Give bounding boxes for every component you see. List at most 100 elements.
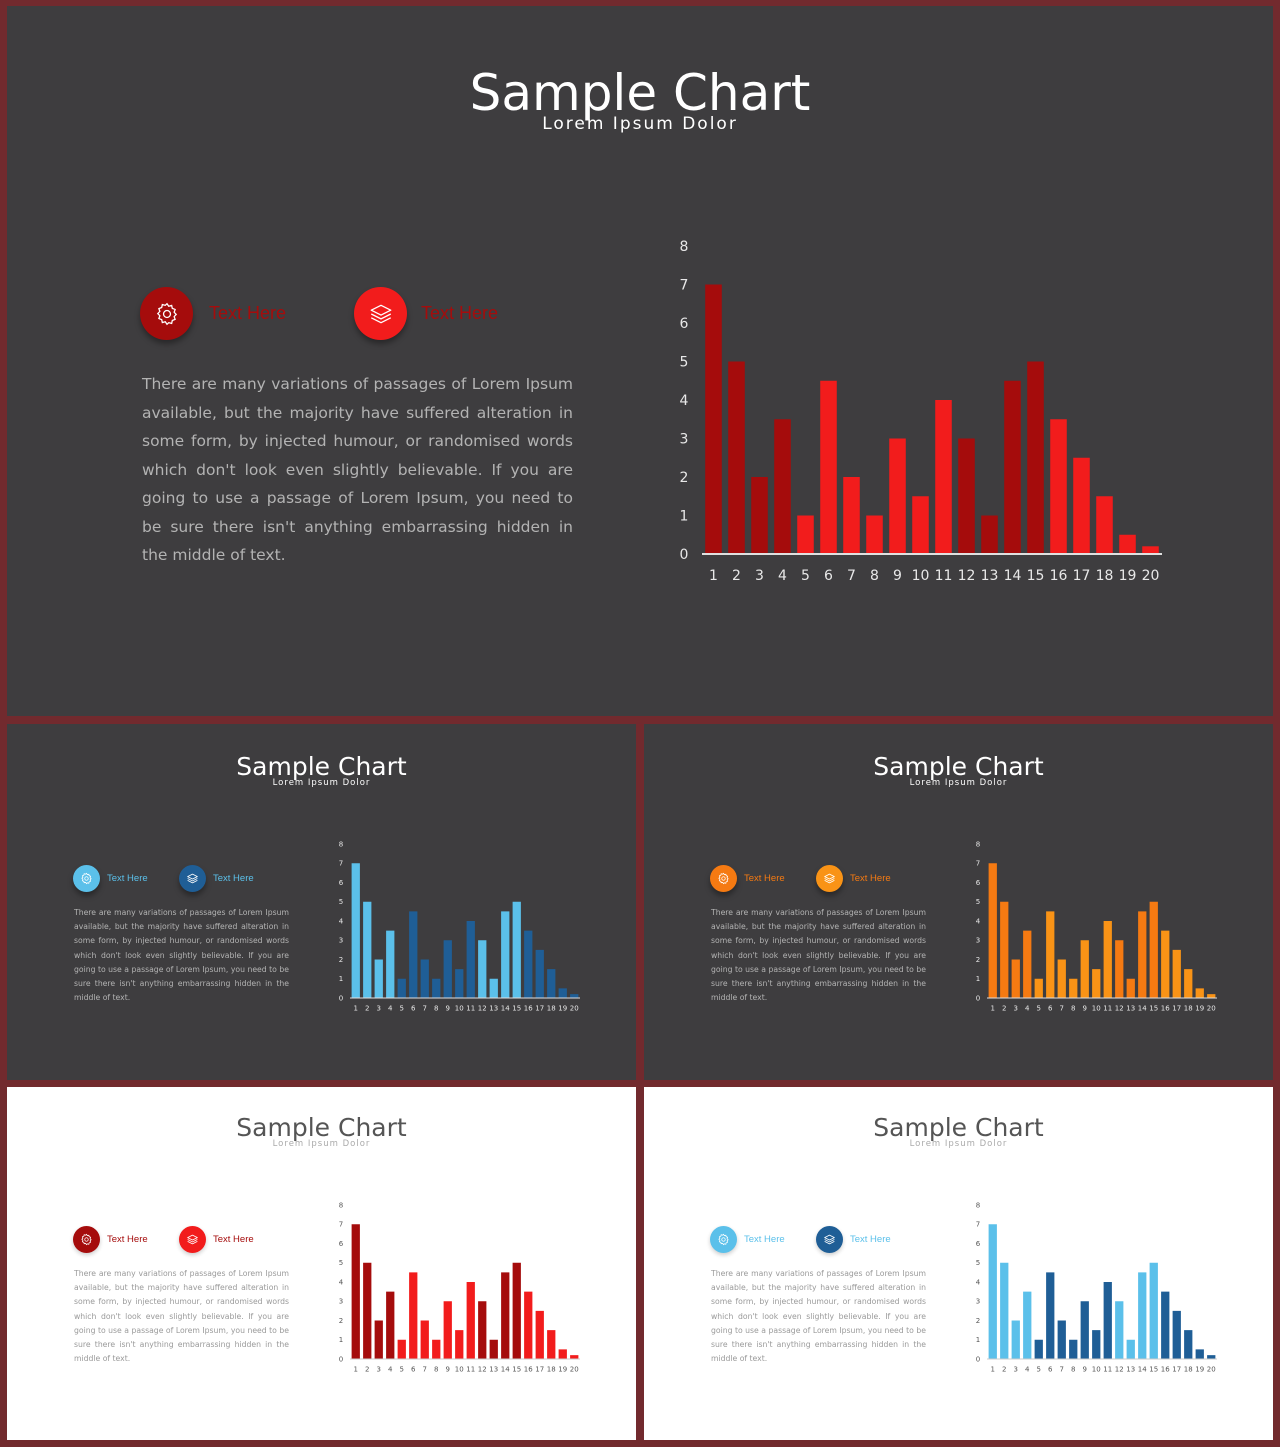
bar: [1103, 921, 1112, 998]
bar: [889, 438, 906, 554]
x-tick-label: 13: [489, 1004, 498, 1012]
bar: [1115, 1301, 1124, 1359]
y-tick-label: 7: [680, 277, 689, 293]
bar: [1138, 911, 1147, 998]
x-tick-label: 1: [709, 568, 718, 584]
bar: [1195, 988, 1204, 998]
gear-icon: [718, 1233, 729, 1246]
x-tick-label: 4: [778, 568, 787, 584]
x-tick-label: 10: [1092, 1004, 1101, 1012]
y-tick-label: 4: [339, 1278, 344, 1286]
y-tick-label: 6: [680, 316, 689, 332]
bar: [397, 1339, 406, 1359]
bar: [466, 1282, 475, 1359]
x-tick-label: 4: [1025, 1365, 1030, 1373]
x-tick-label: 19: [1195, 1004, 1204, 1012]
bar: [1000, 901, 1009, 998]
bar: [1034, 978, 1043, 998]
gear-icon: [156, 302, 177, 325]
x-tick-label: 9: [893, 568, 902, 584]
x-tick-label: 3: [377, 1365, 381, 1373]
bar: [1184, 969, 1193, 998]
y-tick-label: 6: [339, 1240, 344, 1248]
layers-icon: [824, 873, 835, 884]
x-tick-label: 19: [558, 1365, 567, 1373]
x-tick-label: 14: [1138, 1365, 1147, 1373]
bar: [524, 1291, 533, 1359]
layers-icon-circle: [816, 1226, 843, 1253]
y-tick-label: 4: [976, 1278, 981, 1286]
x-tick-label: 1: [354, 1004, 358, 1012]
x-tick-label: 15: [1149, 1365, 1158, 1373]
x-tick-label: 19: [1195, 1365, 1204, 1373]
feature-label: Text Here: [213, 1234, 254, 1245]
x-tick-label: 10: [1092, 1365, 1101, 1373]
bar: [1119, 534, 1136, 554]
x-tick-label: 5: [400, 1004, 404, 1012]
y-tick-label: 6: [976, 1240, 981, 1248]
x-tick-label: 18: [547, 1365, 556, 1373]
feature-layers[interactable]: Text Here: [816, 1226, 891, 1253]
bar: [1057, 959, 1066, 998]
x-tick-label: 3: [1014, 1004, 1018, 1012]
x-tick-label: 16: [1161, 1365, 1170, 1373]
bar: [1092, 1330, 1101, 1359]
layers-icon: [370, 304, 391, 323]
bar: [1149, 1262, 1158, 1359]
bar: [535, 949, 544, 998]
feature-layers[interactable]: Text Here: [179, 865, 254, 892]
x-tick-label: 8: [1071, 1365, 1075, 1373]
x-tick-label: 11: [1103, 1004, 1112, 1012]
feature-gear[interactable]: Text Here: [73, 1226, 148, 1253]
bar: [409, 911, 418, 998]
x-tick-label: 18: [1184, 1365, 1193, 1373]
y-tick-label: 5: [680, 354, 689, 370]
y-tick-label: 1: [680, 508, 689, 524]
gear-icon-circle: [710, 865, 737, 892]
feature-layers[interactable]: Text Here: [179, 1226, 254, 1253]
x-tick-label: 10: [455, 1365, 464, 1373]
x-tick-label: 11: [935, 568, 953, 584]
x-tick-label: 7: [1060, 1365, 1064, 1373]
bar: [1092, 969, 1101, 998]
y-tick-label: 5: [976, 898, 980, 906]
feature-gear[interactable]: Text Here: [710, 1226, 785, 1253]
feature-gear[interactable]: Text Here: [140, 287, 286, 340]
x-tick-label: 12: [478, 1365, 487, 1373]
slide-subtitle: Lorem Ipsum Dolor: [909, 778, 1008, 788]
x-tick-label: 7: [423, 1365, 427, 1373]
x-tick-label: 2: [732, 568, 741, 584]
x-tick-label: 15: [1149, 1004, 1158, 1012]
y-tick-label: 8: [339, 840, 343, 848]
bar: [512, 1262, 521, 1359]
bar: [1027, 361, 1044, 554]
x-tick-label: 5: [1037, 1365, 1041, 1373]
x-tick-label: 13: [1126, 1004, 1135, 1012]
x-tick-label: 20: [570, 1004, 579, 1012]
feature-gear[interactable]: Text Here: [710, 865, 785, 892]
bar: [774, 419, 791, 554]
feature-layers[interactable]: Text Here: [354, 287, 498, 340]
bar: [1207, 994, 1216, 998]
bar: [935, 400, 952, 554]
bar: [751, 477, 768, 554]
bar: [1142, 546, 1159, 554]
bar: [558, 1349, 567, 1359]
bar: [547, 969, 556, 998]
bar: [443, 940, 452, 998]
feature-layers[interactable]: Text Here: [816, 865, 891, 892]
y-tick-label: 7: [339, 860, 343, 868]
y-tick-label: 1: [339, 1336, 343, 1344]
bar: [1057, 1320, 1066, 1359]
bar: [489, 978, 498, 998]
bar: [1184, 1330, 1193, 1359]
x-tick-label: 4: [388, 1004, 393, 1012]
slide-title: Sample Chart: [236, 1113, 407, 1142]
x-tick-label: 11: [1103, 1365, 1112, 1373]
bar: [988, 1224, 997, 1359]
feature-gear[interactable]: Text Here: [73, 865, 148, 892]
x-tick-label: 17: [535, 1365, 544, 1373]
bar: [478, 1301, 487, 1359]
y-tick-label: 3: [976, 937, 980, 945]
